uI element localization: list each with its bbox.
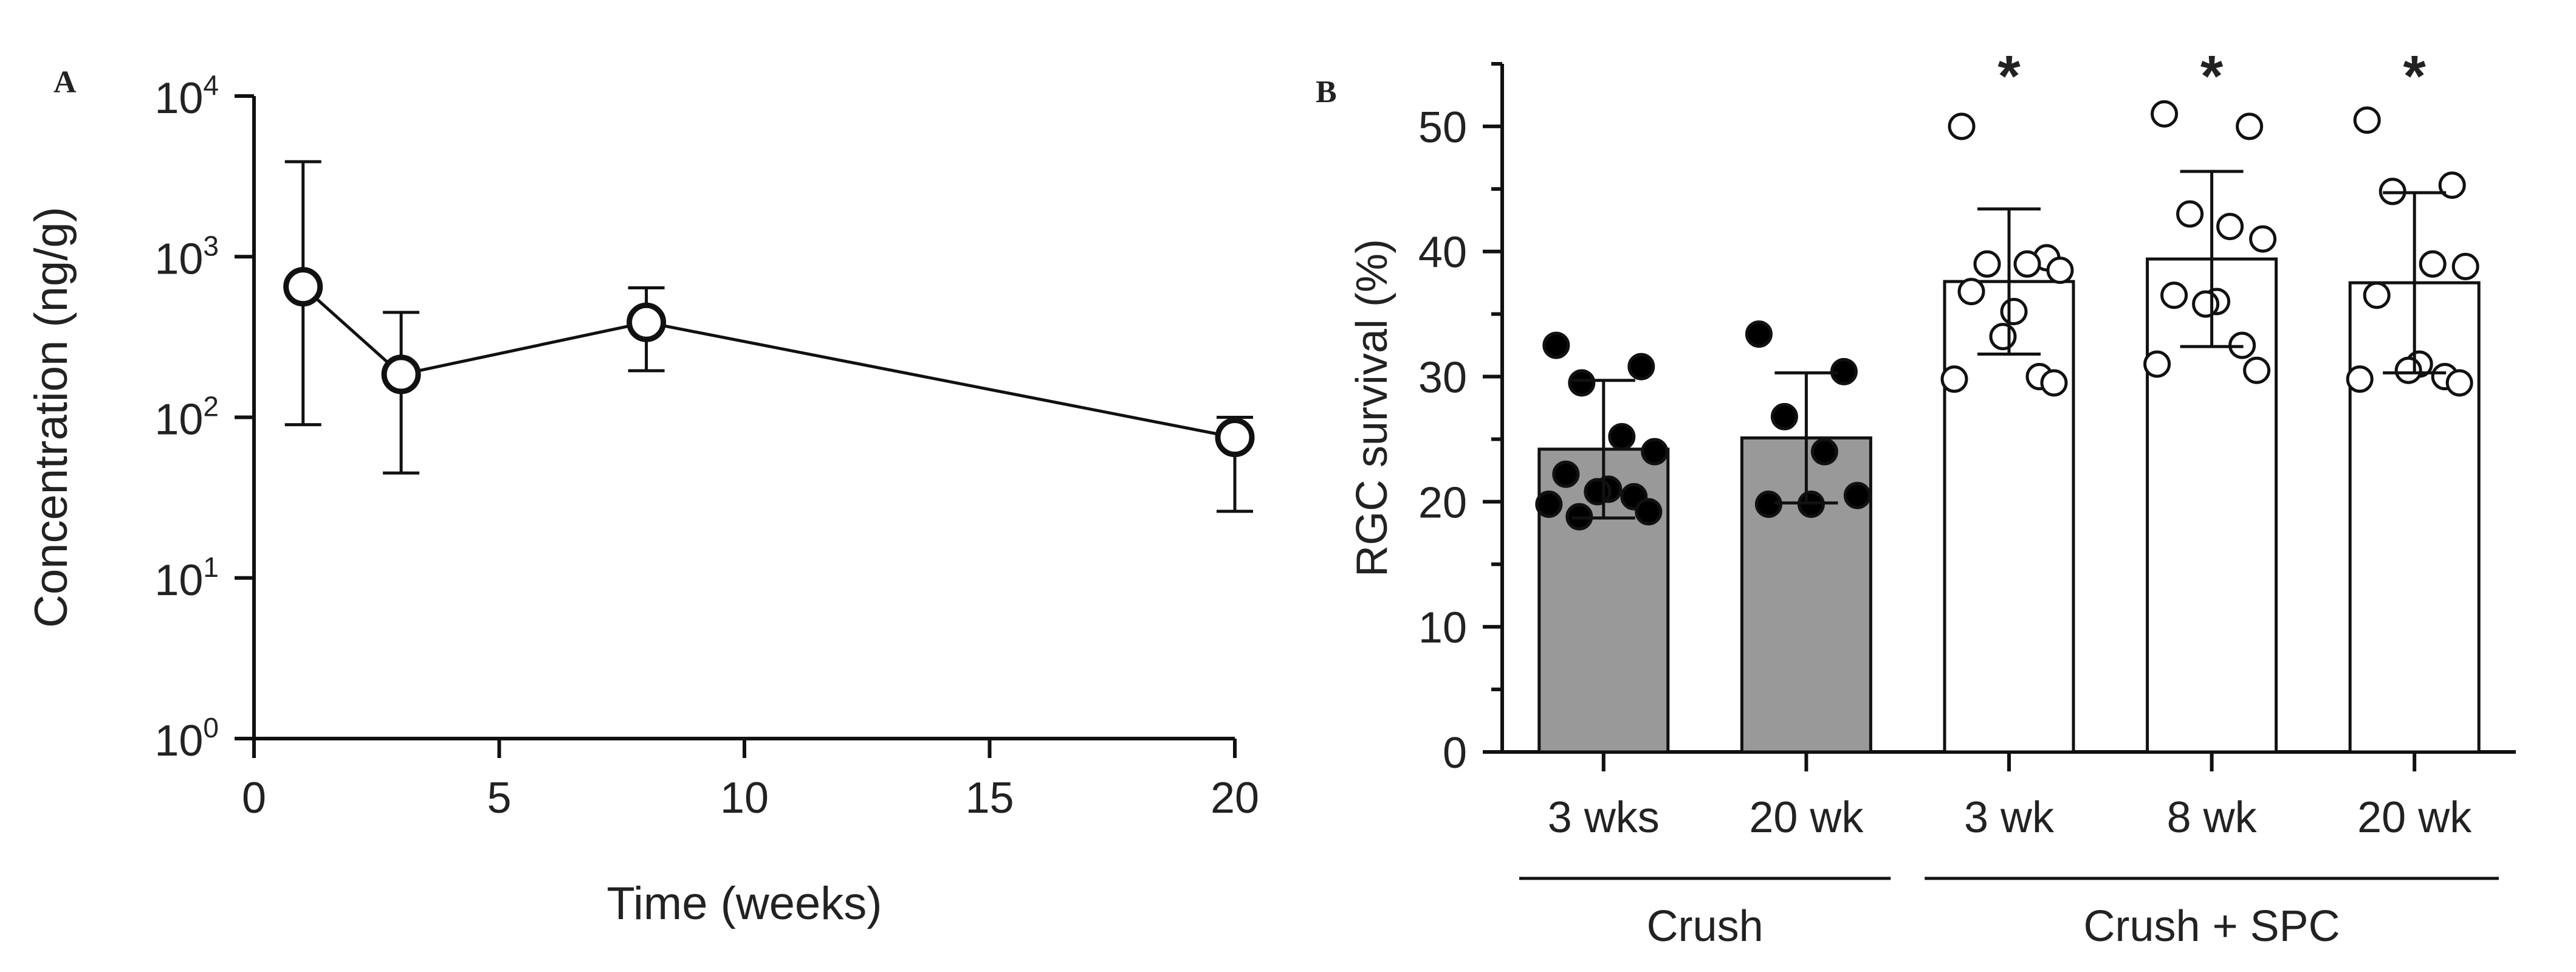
y-tick-label: 50 [1418, 103, 1467, 152]
data-point [1215, 418, 1255, 458]
y-axis-title: RGC survival (%) [1348, 239, 1396, 577]
panel-a-line-chart: A 0 5 10 15 20 100 101 102 103 104 Time (weeks) Con… [26, 65, 1259, 929]
data-point [2143, 350, 2171, 378]
data-point [283, 267, 323, 307]
data-point [1608, 422, 1636, 450]
data-point [1770, 402, 1798, 430]
x-tick-label: 20 wk [2357, 793, 2472, 842]
group-label: Crush [1647, 902, 1764, 951]
data-point [2192, 290, 2220, 318]
data-point [627, 302, 667, 342]
y-tick-label: 104 [154, 69, 219, 123]
data-point [2445, 369, 2473, 397]
y-tick-label: 30 [1418, 354, 1467, 402]
data-point [2013, 250, 2041, 278]
y-tick-label: 40 [1418, 229, 1467, 277]
data-point [2451, 252, 2479, 280]
data-point [2151, 100, 2179, 128]
data-point [2040, 369, 2068, 397]
data-point [2249, 225, 2277, 253]
x-tick-label: 3 wks [1548, 793, 1660, 842]
significance-marker: * [1997, 44, 2021, 109]
data-point [1552, 460, 1580, 488]
group-label: Crush + SPC [2084, 902, 2340, 951]
panel-b-bar-chart: B 0 10 20 30 40 50 RGC survival (%) 3 wks 20 wk 3… [1316, 44, 2516, 951]
data-point [381, 354, 421, 395]
x-axis-title: Time (weeks) [606, 878, 882, 929]
data-point [1810, 438, 1838, 466]
x-tick-label: 10 [720, 774, 769, 822]
data-point [1989, 323, 2017, 351]
data-point [1568, 369, 1596, 397]
y-tick-label: 100 [154, 712, 219, 765]
panel-a-letter: A [53, 65, 77, 100]
data-point [2236, 112, 2264, 140]
data-point [1745, 320, 1773, 348]
panel-b-letter: B [1316, 75, 1337, 109]
x-tick-label: 0 [242, 774, 266, 822]
y-tick-label: 102 [154, 391, 219, 444]
panel-a-marks: 0 5 10 15 20 100 101 102 103 104 Time (weeks) Conce… [26, 69, 1259, 929]
y-axis-title: Concentration (ng/g) [26, 207, 77, 628]
x-tick-label: 8 wk [2167, 793, 2258, 842]
data-point [2216, 213, 2244, 241]
data-point [2363, 281, 2391, 309]
data-point [1957, 278, 1985, 306]
y-tick-label: 101 [154, 551, 219, 605]
data-point [1940, 365, 1968, 393]
data-point [1635, 498, 1663, 526]
significance-marker: * [2403, 44, 2427, 109]
data-point [2353, 106, 2381, 134]
data-point [2160, 281, 2188, 309]
x-tick-label: 20 [1211, 774, 1259, 822]
y-tick-label: 103 [154, 230, 219, 283]
panel-b-marks: 0 10 20 30 40 50 RGC survival (%) 3 wks 20 wk 3 w… [1348, 44, 2516, 951]
data-point [2419, 250, 2447, 278]
significance-marker: * [2200, 44, 2224, 109]
y-tick-label: 20 [1418, 478, 1467, 527]
x-tick-label: 15 [965, 774, 1014, 822]
data-point [1641, 438, 1669, 466]
data-point [1973, 250, 2001, 278]
data-point [2176, 200, 2204, 228]
data-point [1843, 481, 1871, 509]
data-point [2243, 356, 2271, 384]
y-tick-label: 0 [1443, 729, 1467, 777]
data-point [1627, 353, 1655, 381]
data-point [2000, 298, 2028, 326]
data-point [1948, 112, 1976, 140]
data-point [1584, 478, 1612, 506]
x-tick-label: 20 wk [1749, 793, 1864, 842]
x-tick-label: 5 [487, 774, 511, 822]
data-point [1535, 490, 1563, 518]
x-tick-label: 3 wk [1964, 793, 2055, 842]
data-point [2346, 365, 2374, 393]
y-tick-label: 10 [1418, 604, 1467, 652]
data-point [1542, 331, 1570, 359]
data-point [2394, 356, 2422, 384]
data-point [2046, 257, 2074, 284]
series-line [302, 285, 1235, 439]
